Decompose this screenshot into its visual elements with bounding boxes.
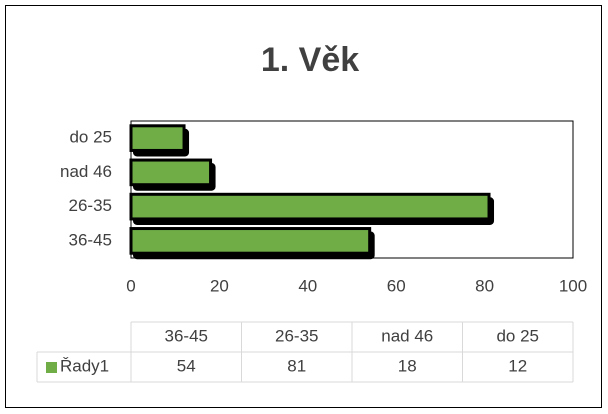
bar bbox=[129, 227, 372, 255]
bar bbox=[129, 158, 213, 187]
table-value: 18 bbox=[398, 356, 417, 375]
x-tick-label: 20 bbox=[210, 276, 229, 295]
x-tick-label: 60 bbox=[387, 276, 406, 295]
x-tick-label: 0 bbox=[126, 276, 135, 295]
y-tick-label: 26-35 bbox=[69, 196, 112, 215]
table-value: 81 bbox=[287, 356, 306, 375]
y-tick-label: nad 46 bbox=[60, 162, 112, 181]
table-value: 12 bbox=[508, 356, 527, 375]
x-tick-label: 100 bbox=[559, 276, 587, 295]
y-tick-label: 36-45 bbox=[69, 230, 112, 249]
legend-key bbox=[46, 362, 57, 373]
table-header: nad 46 bbox=[381, 326, 433, 345]
table-header: 26-35 bbox=[275, 326, 318, 345]
bar bbox=[129, 192, 491, 221]
table-header: 36-45 bbox=[165, 326, 208, 345]
table-value: 54 bbox=[177, 356, 196, 375]
x-tick-label: 40 bbox=[298, 276, 317, 295]
legend-label: Řady1 bbox=[60, 356, 109, 375]
y-tick-label: do 25 bbox=[69, 128, 112, 147]
bar bbox=[129, 124, 186, 152]
chart-title: 1. Věk bbox=[261, 41, 359, 79]
x-tick-label: 80 bbox=[475, 276, 494, 295]
table-header: do 25 bbox=[496, 326, 539, 345]
